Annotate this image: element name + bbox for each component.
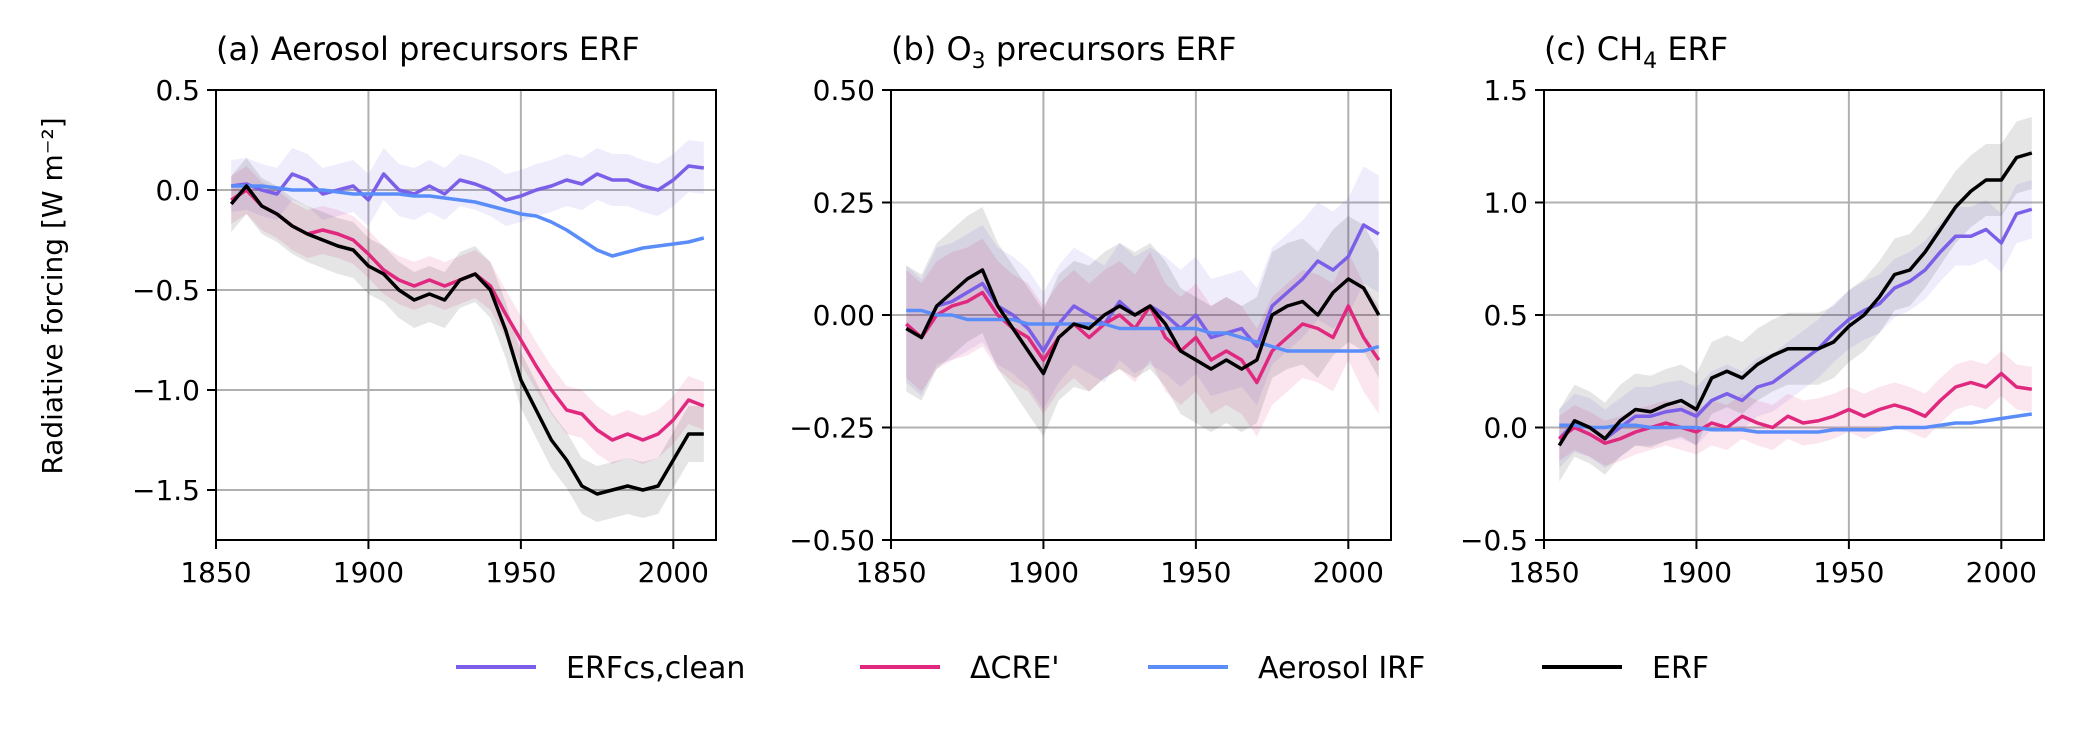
panel-b-yticks: 0.50 0.25 0.00 −0.25 −0.50 bbox=[789, 74, 891, 557]
legend-label-erfcs-clean: ERFcs,clean bbox=[566, 651, 745, 686]
panel-c-ytick-label: 1.5 bbox=[1483, 74, 1528, 107]
panel-b-ytick-label: 0.00 bbox=[813, 299, 875, 332]
panel-c-title: (c) CH4 ERF bbox=[1544, 30, 1728, 74]
legend-label-dcre: ΔCRE' bbox=[970, 651, 1060, 686]
panel-a-ytick-label: 0.5 bbox=[155, 74, 200, 107]
panel-b-line-cre bbox=[905, 290, 1381, 385]
panel-b-title: (b) O3 precursors ERF bbox=[891, 30, 1236, 74]
panel-c-xtick-label: 2000 bbox=[1966, 556, 2037, 589]
panel-a-line-erfcs-clean bbox=[231, 164, 705, 202]
panel-c-band-erf bbox=[1559, 117, 2032, 482]
legend: ERFcs,clean ΔCRE' Aerosol IRF ERF bbox=[456, 651, 1709, 686]
panel-c-ytick-label: −0.5 bbox=[1460, 524, 1528, 557]
panel-c-ytick-label: 0.5 bbox=[1483, 299, 1528, 332]
panel-b-line-erf bbox=[905, 268, 1381, 376]
panel-a-xtick-label: 2000 bbox=[638, 556, 709, 589]
panel-b-ytick-label: −0.50 bbox=[789, 524, 875, 557]
panel-c-xtick-label: 1950 bbox=[1813, 556, 1884, 589]
panel-c-band-erfcs-clean bbox=[1559, 180, 2032, 468]
panel-c-yticks: 1.5 1.0 0.5 0.0 −0.5 bbox=[1460, 74, 1544, 557]
panel-c-lines bbox=[1557, 151, 2033, 447]
panel-a-band-cre bbox=[231, 166, 704, 464]
legend-label-erf: ERF bbox=[1652, 651, 1709, 686]
panel-c: 1850 1900 1950 2000 1.5 1.0 0.5 0.0 −0.5 (c) CH… bbox=[1460, 30, 2045, 589]
panel-c-xticks: 1850 1900 1950 2000 bbox=[1508, 540, 2037, 589]
panel-a-ytick-label: 0.0 bbox=[155, 174, 200, 207]
y-axis-label: Radiative forcing [W m⁻²] bbox=[36, 117, 69, 474]
panel-a: 1850 1900 1950 2000 0.5 0.0 −0.5 −1.0 −1.5 (a) … bbox=[36, 30, 717, 589]
panel-b-xtick-label: 1900 bbox=[1008, 556, 1079, 589]
panel-c-line-erf bbox=[1557, 151, 2033, 447]
panel-c-bands bbox=[1559, 117, 2032, 482]
panel-a-xtick-label: 1850 bbox=[180, 556, 251, 589]
legend-label-aerosol-irf: Aerosol IRF bbox=[1258, 651, 1425, 686]
panel-c-band-cre bbox=[1559, 351, 2032, 466]
panel-b-xtick-label: 2000 bbox=[1313, 556, 1384, 589]
panel-c-ytick-label: 1.0 bbox=[1483, 187, 1528, 220]
panel-a-title: (a) Aerosol precursors ERF bbox=[216, 30, 640, 68]
panel-a-line-erf bbox=[229, 184, 704, 496]
panel-a-frame bbox=[215, 89, 717, 541]
panel-a-line-aerosol-irf bbox=[231, 184, 705, 258]
panel-a-ytick-label: −0.5 bbox=[132, 274, 200, 307]
panel-a-lines bbox=[229, 164, 705, 496]
panel-c-xtick-label: 1850 bbox=[1508, 556, 1579, 589]
panel-b: 1850 1900 1950 2000 0.500.250.00−0.25−0.50 … bbox=[789, 30, 1392, 589]
panel-b-band-cre bbox=[906, 238, 1379, 437]
panel-a-yticks: 0.5 0.0 −0.5 −1.0 −1.5 bbox=[132, 74, 216, 507]
panel-c-line-aerosol-irf bbox=[1559, 412, 2033, 434]
panel-c-line-cre bbox=[1558, 371, 2033, 445]
panel-b-xticks: 1850 1900 1950 2000 bbox=[855, 540, 1384, 589]
panel-b-xtick-label: 1950 bbox=[1160, 556, 1231, 589]
panel-a-xtick-label: 1900 bbox=[333, 556, 404, 589]
panel-b-band-erf bbox=[906, 207, 1379, 437]
panel-b-lines bbox=[905, 223, 1381, 385]
panel-b-line-aerosol-irf bbox=[906, 308, 1380, 353]
panel-b-xtick-label: 1850 bbox=[855, 556, 926, 589]
panel-a-xticks: 1850 1900 1950 2000 bbox=[180, 540, 709, 589]
panel-c-line-erfcs-clean bbox=[1557, 207, 2033, 441]
panel-b-ytick-label: 0.25 bbox=[813, 187, 875, 220]
panel-a-xtick-label: 1950 bbox=[485, 556, 556, 589]
panel-c-ytick-label: 0.0 bbox=[1483, 412, 1528, 445]
panel-b-ytick-label: 0.50 bbox=[813, 74, 875, 107]
panel-a-ytick-label: −1.0 bbox=[132, 374, 200, 407]
panel-a-ytick-label: −1.5 bbox=[132, 474, 200, 507]
panel-b-ytick-label: −0.25 bbox=[789, 412, 875, 445]
panel-c-xtick-label: 1900 bbox=[1661, 556, 1732, 589]
